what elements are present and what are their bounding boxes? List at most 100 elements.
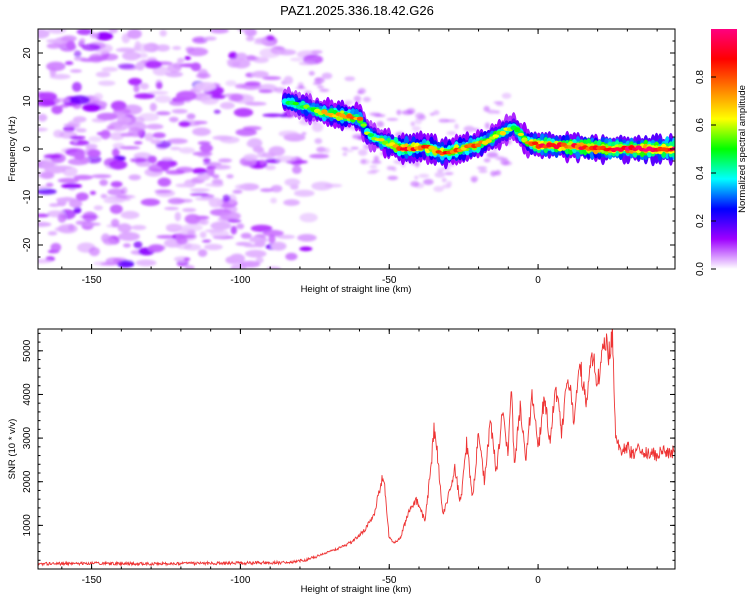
- spectrogram-x-ticks: -150 -100 -50 0: [61, 29, 658, 286]
- noise-blob: [278, 130, 299, 138]
- noise-blob: [290, 57, 304, 62]
- halo-blob: [321, 72, 333, 80]
- noise-blob: [131, 225, 147, 231]
- noise-blob: [268, 234, 276, 244]
- snr-y-tick-label: 2000: [22, 470, 33, 493]
- spectral-ridge: [281, 86, 675, 170]
- noise-blob: [172, 45, 182, 50]
- halo-blob: [343, 149, 354, 153]
- noise-blob: [68, 199, 83, 208]
- noise-blob: [184, 264, 195, 269]
- spectrogram-x-label: Height of straight line (km): [301, 284, 412, 295]
- halo-blob: [363, 96, 371, 103]
- halo-blob: [441, 184, 451, 189]
- halo-blob: [350, 146, 359, 150]
- noise-blob: [80, 58, 97, 63]
- noise-blob: [182, 207, 197, 213]
- noise-blob: [97, 80, 116, 86]
- noise-blob: [51, 105, 63, 115]
- noise-blob: [194, 215, 210, 220]
- noise-blob: [81, 43, 101, 51]
- noise-blob: [100, 193, 108, 199]
- noise-blob: [106, 125, 115, 131]
- noise-blob: [210, 94, 226, 100]
- snr-x-ticks: -150 -100 -50 0: [61, 329, 658, 586]
- noise-blob: [59, 103, 69, 108]
- noise-blob: [177, 57, 185, 64]
- noise-blob: [127, 29, 142, 39]
- noise-blob: [262, 76, 282, 81]
- halo-blob: [376, 121, 384, 128]
- colorbar-tick-label: 0.4: [695, 166, 706, 180]
- noise-blob: [38, 213, 50, 218]
- snr-y-tick-label: 1000: [22, 514, 33, 537]
- noise-blob: [38, 188, 57, 195]
- halo-blob: [446, 131, 457, 136]
- noise-blob: [203, 243, 223, 251]
- noise-blob: [50, 242, 62, 252]
- halo-blob: [341, 147, 349, 151]
- noise-blob: [91, 174, 112, 179]
- halo-blob: [344, 76, 356, 82]
- noise-blob: [73, 174, 93, 180]
- noise-blob: [285, 252, 298, 261]
- noise-blob: [251, 70, 269, 78]
- ridge-segment: [517, 132, 525, 136]
- noise-blob: [93, 205, 103, 211]
- noise-blob: [66, 40, 76, 50]
- noise-blob: [157, 177, 172, 187]
- noise-blob: [120, 210, 140, 220]
- noise-blob: [115, 47, 137, 53]
- colorbar: 0.0 0.2 0.4 0.6 0.8 Normalized spectral ampl…: [695, 29, 748, 276]
- colorbar-scale: [711, 29, 737, 269]
- noise-blob: [225, 80, 237, 87]
- halo-blob: [441, 177, 447, 183]
- halo-blob: [495, 103, 504, 107]
- ridge-segment: [514, 127, 521, 133]
- halo-blob: [360, 158, 367, 164]
- noise-blob: [69, 139, 90, 146]
- halo-blob: [370, 169, 380, 173]
- noise-blob: [270, 184, 283, 193]
- noise-blob: [80, 222, 101, 227]
- noise-blob: [152, 132, 166, 139]
- noise-blob: [246, 55, 256, 61]
- halo-blob: [344, 100, 354, 105]
- noise-blob: [119, 146, 140, 150]
- noise-blob: [46, 39, 62, 43]
- halo-blob: [501, 92, 512, 99]
- noise-blob: [107, 188, 125, 196]
- noise-blob: [154, 95, 172, 103]
- noise-blob: [252, 146, 264, 153]
- noise-blob: [244, 101, 267, 106]
- noise-blob: [146, 123, 164, 130]
- noise-blob: [236, 223, 245, 230]
- noise-blob: [133, 84, 140, 93]
- noise-blob: [110, 181, 123, 188]
- noise-blob: [82, 103, 101, 112]
- colorbar-tick-label: 0.2: [695, 214, 706, 228]
- noise-blob: [40, 171, 55, 180]
- noise-blob: [90, 32, 99, 39]
- halo-blob: [484, 122, 491, 130]
- noise-blob: [118, 232, 140, 241]
- noise-blob: [38, 258, 52, 264]
- noise-blob: [73, 50, 82, 58]
- noise-blob: [109, 121, 129, 132]
- noise-blob: [69, 95, 90, 105]
- snr-y-tick-label: 4000: [22, 383, 33, 406]
- snr-x-tick-label: -50: [382, 575, 397, 586]
- noise-blob: [262, 113, 284, 118]
- colorbar-tick-label: 0.8: [695, 70, 706, 84]
- noise-blob: [142, 160, 151, 167]
- noise-blob: [298, 61, 316, 66]
- noise-blob: [69, 135, 86, 140]
- noise-blob: [176, 198, 193, 203]
- noise-blob: [96, 112, 118, 121]
- noise-blob: [168, 116, 179, 123]
- noise-blob: [189, 188, 210, 192]
- noise-blob: [259, 48, 281, 59]
- halo-blob: [454, 123, 459, 130]
- noise-blob: [57, 177, 80, 184]
- noise-blob: [202, 239, 212, 243]
